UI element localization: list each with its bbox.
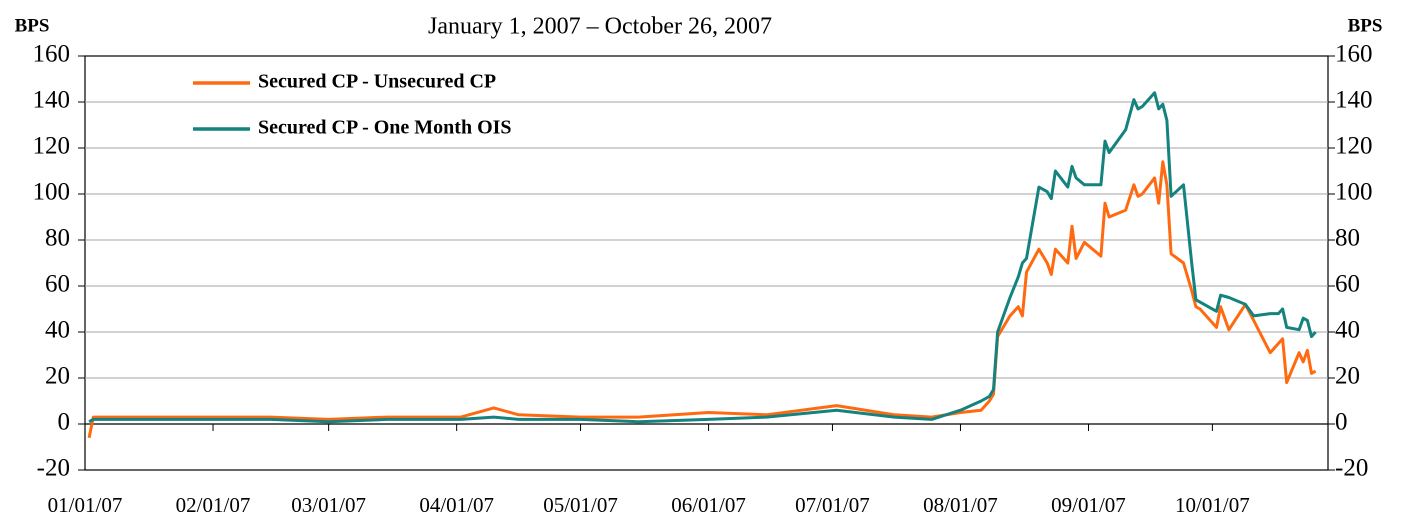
series-line: [87, 160, 1317, 439]
x-tick-label: 10/01/07: [1175, 493, 1250, 517]
plot-frame: [84, 55, 1329, 471]
y-tick-label: 120: [33, 133, 71, 160]
series-line: [88, 91, 1317, 424]
x-tick-label: 09/01/07: [1051, 493, 1126, 517]
x-tick-label: 07/01/07: [795, 493, 870, 517]
y-tick-label: 20: [45, 363, 70, 390]
x-tick-label: 05/01/07: [543, 493, 618, 517]
x-tick-label: 01/01/07: [48, 493, 123, 517]
y2-tick-label: 40: [1335, 317, 1360, 344]
legend-label: Secured CP - Unsecured CP: [258, 71, 496, 93]
y2-tick-label: -20: [1335, 455, 1368, 482]
y-axis-label: BPS: [15, 15, 50, 36]
y2-tick-label: 160: [1335, 41, 1373, 68]
y-tick-label: 80: [45, 225, 70, 252]
y-tick-label: -20: [37, 455, 70, 482]
y-tick-label: 60: [45, 271, 70, 298]
y2-tick-label: 0: [1335, 409, 1348, 436]
y2-tick-label: 140: [1335, 87, 1373, 114]
y-tick-label: 140: [33, 87, 71, 114]
y2-tick-label: 60: [1335, 271, 1360, 298]
y-tick-label: 40: [45, 317, 70, 344]
y-tick-label: 100: [33, 179, 71, 206]
x-tick-label: 02/01/07: [176, 493, 251, 517]
y-tick-label: 0: [58, 409, 71, 436]
x-tick-label: 06/01/07: [671, 493, 746, 517]
x-tick-label: 03/01/07: [291, 493, 366, 517]
y2-axis-label: BPS: [1348, 15, 1383, 36]
y2-tick-label: 80: [1335, 225, 1360, 252]
y2-tick-label: 20: [1335, 363, 1360, 390]
y2-tick-label: 120: [1335, 133, 1373, 160]
x-tick-label: 04/01/07: [419, 493, 494, 517]
y2-tick-label: 100: [1335, 179, 1373, 206]
y-tick-label: 160: [33, 41, 71, 68]
x-tick-label: 08/01/07: [923, 493, 998, 517]
legend-label: Secured CP - One Month OIS: [258, 117, 512, 139]
chart-subtitle: January 1, 2007 – October 26, 2007: [428, 14, 772, 40]
